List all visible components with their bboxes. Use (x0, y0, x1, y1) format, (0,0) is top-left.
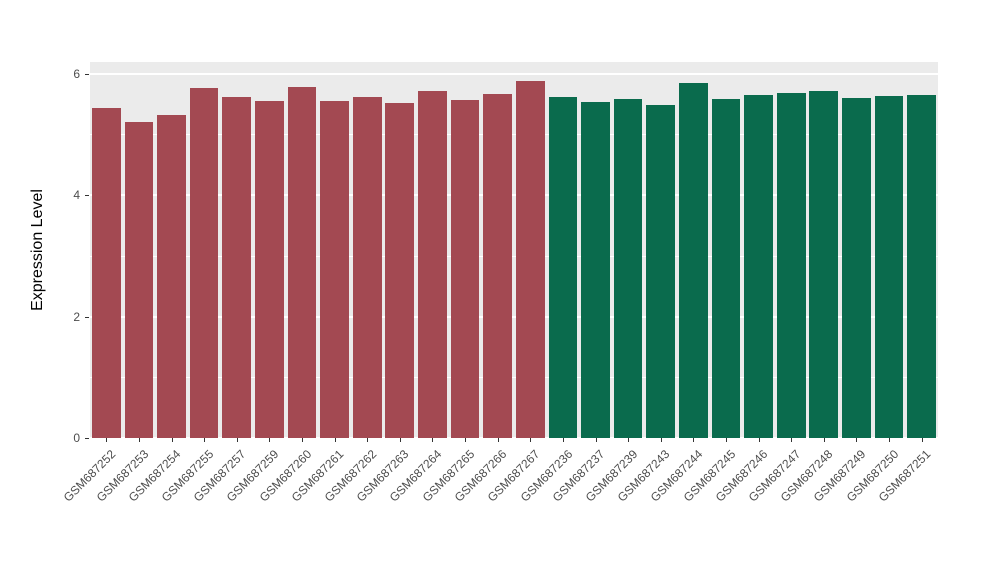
x-tick-mark (889, 438, 891, 442)
bar-GSM687245 (711, 98, 741, 438)
x-tick-mark (562, 438, 564, 442)
bar-GSM687261 (320, 100, 349, 438)
x-tick-mark (302, 438, 303, 442)
bar-GSM687244 (679, 83, 708, 438)
x-tick-mark (856, 438, 858, 442)
x-tick-mark (106, 438, 108, 442)
major-gridline (90, 194, 938, 197)
bar-GSM687252 (91, 107, 121, 438)
bar-GSM687236 (548, 97, 578, 438)
x-tick-mark (236, 438, 238, 442)
x-tick-mark (171, 438, 173, 442)
x-tick-mark (660, 438, 662, 442)
bar-GSM687262 (352, 97, 382, 438)
y-tick-mark (85, 316, 89, 318)
x-tick-mark (497, 438, 499, 442)
bar-GSM687257 (222, 97, 252, 438)
y-tick-label: 6 (73, 67, 80, 81)
x-tick-mark (823, 438, 825, 442)
x-tick-mark (269, 438, 271, 442)
bar-GSM687265 (450, 100, 480, 438)
y-tick-mark (85, 74, 89, 75)
bar-GSM687267 (515, 81, 545, 438)
bar-GSM687237 (581, 101, 610, 438)
x-tick-mark (465, 438, 467, 442)
bar-GSM687255 (189, 87, 219, 438)
x-tick-mark (693, 438, 695, 442)
minor-gridline (90, 255, 938, 257)
major-gridline (90, 437, 938, 439)
bar-GSM687249 (842, 98, 871, 438)
x-tick-mark (334, 438, 336, 442)
x-tick-mark (595, 438, 597, 442)
minor-gridline (90, 134, 938, 136)
bar-GSM687264 (418, 91, 447, 438)
bar-GSM687239 (613, 98, 643, 438)
bar-GSM687253 (124, 121, 154, 438)
bar-GSM687254 (157, 114, 186, 438)
x-tick-mark (726, 438, 727, 442)
x-tick-mark (758, 438, 760, 442)
bar-GSM687243 (646, 104, 676, 438)
bar-GSM687260 (287, 87, 317, 438)
x-tick-mark (399, 438, 401, 442)
y-tick-label: 2 (73, 309, 80, 324)
major-gridline (90, 73, 938, 75)
major-gridline (90, 315, 938, 318)
bar-GSM687248 (809, 91, 839, 438)
bar-GSM687251 (907, 95, 937, 438)
bar-GSM687247 (776, 92, 806, 438)
plot-panel (90, 62, 938, 439)
bar-GSM687259 (255, 100, 284, 438)
x-tick-mark (921, 438, 923, 442)
bar-GSM687266 (483, 94, 513, 438)
x-tick-mark (530, 438, 532, 442)
y-tick-label: 0 (73, 431, 80, 445)
bar-GSM687263 (385, 103, 415, 438)
y-tick-label: 4 (73, 188, 80, 203)
x-tick-mark (432, 438, 434, 442)
x-tick-mark (791, 438, 793, 442)
bar-GSM687250 (874, 96, 904, 438)
minor-gridline (90, 376, 938, 378)
x-tick-mark (628, 438, 630, 442)
x-tick-mark (204, 438, 206, 442)
y-tick-mark (85, 195, 89, 197)
x-tick-mark (138, 438, 140, 442)
y-tick-mark (85, 438, 89, 439)
y-axis-title: Expression Level (29, 189, 46, 311)
x-tick-mark (367, 438, 369, 442)
bar-GSM687246 (744, 95, 773, 438)
